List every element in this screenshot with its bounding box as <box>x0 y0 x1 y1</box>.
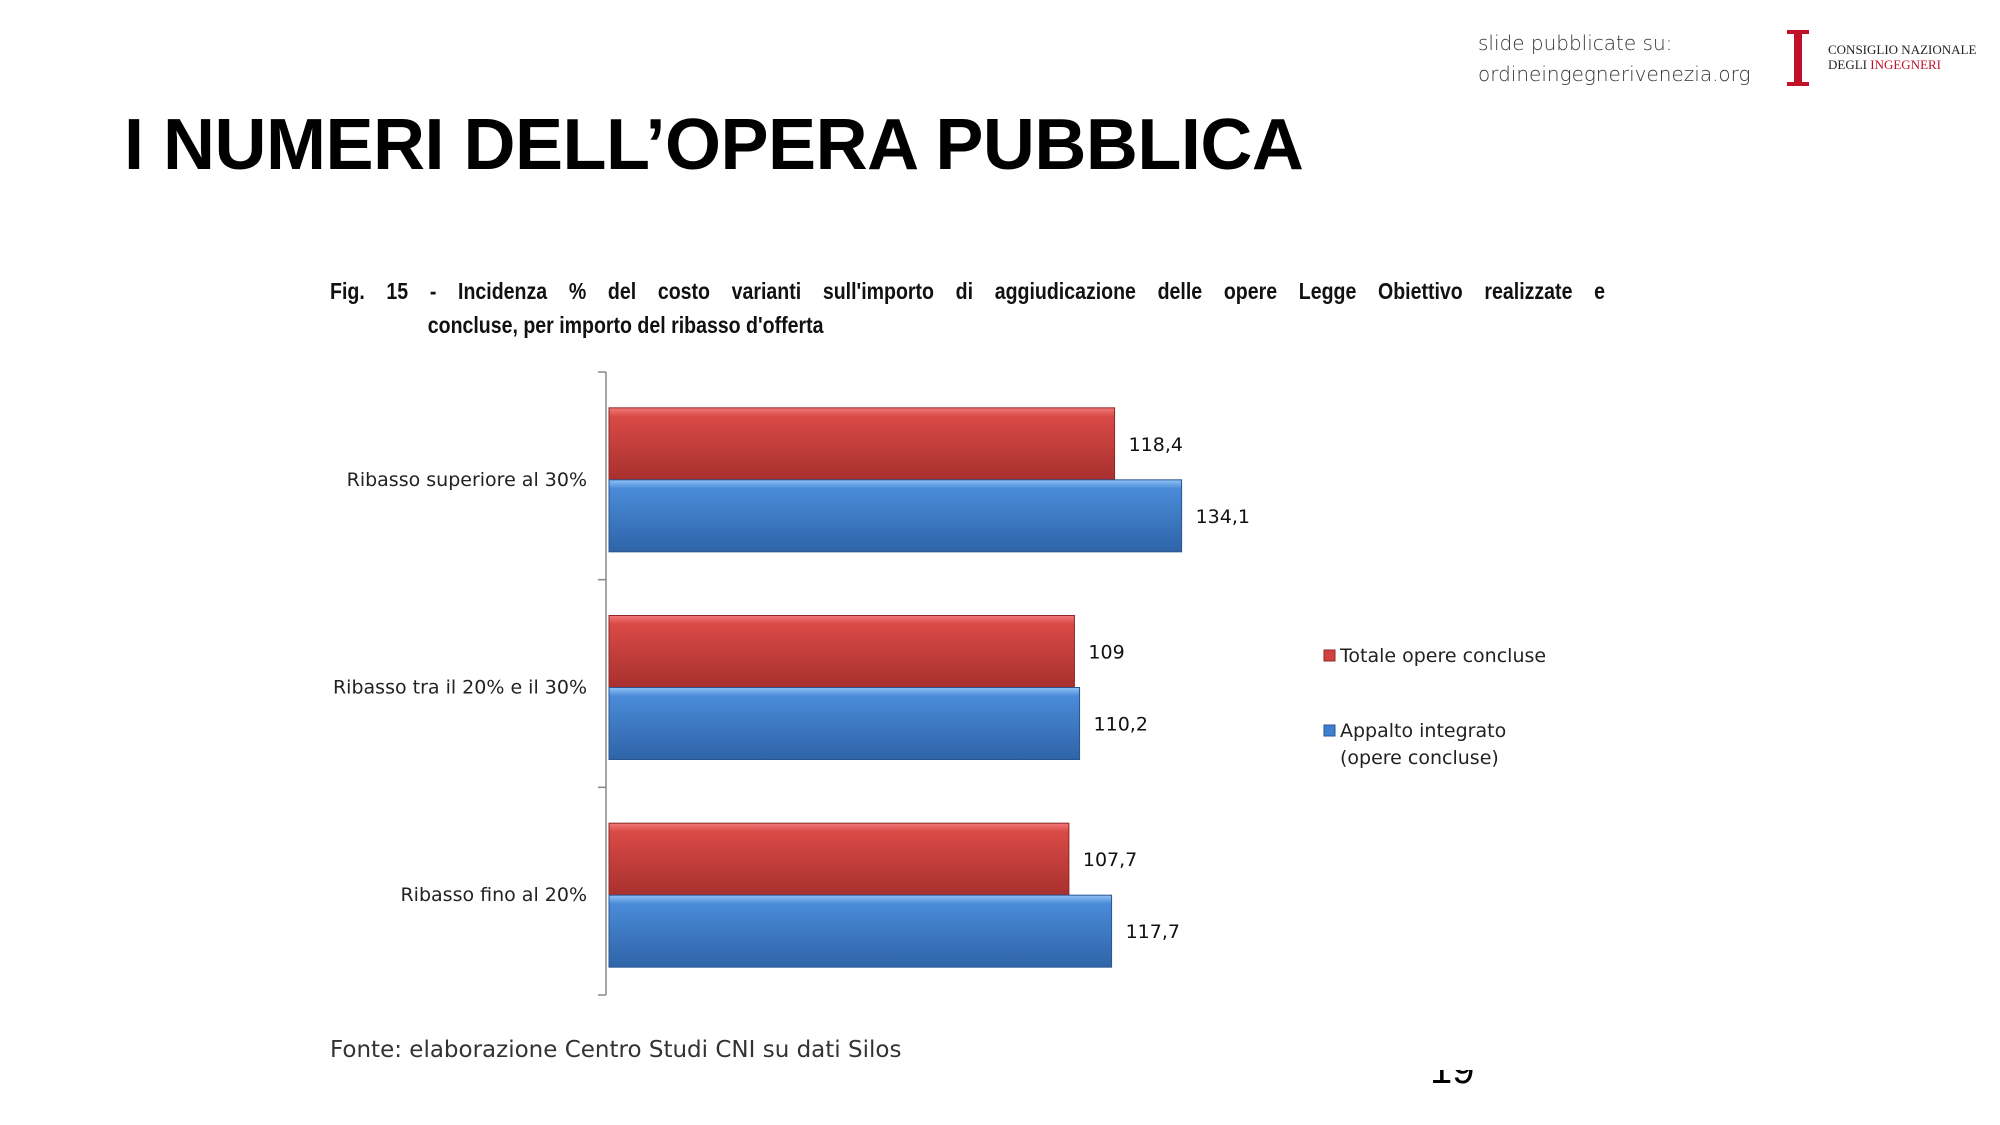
slide-title: I NUMERI DELL’OPERA PUBBLICA <box>124 105 1304 185</box>
category-label: Ribasso superiore al 30% <box>347 469 587 491</box>
page-number: 19 <box>1430 1070 1475 1092</box>
logo-line1: CONSIGLIO NAZIONALE <box>1828 42 1977 57</box>
bar <box>608 894 1113 968</box>
data-label: 109 <box>1088 642 1124 664</box>
data-label: 110,2 <box>1094 714 1148 736</box>
chart-title: Fig. 15 - Incidenza % del costo varianti… <box>330 274 1605 342</box>
logo-mark-icon <box>1787 30 1809 86</box>
published-label: slide pubblicate su: <box>1478 31 1673 55</box>
bar <box>608 479 1183 553</box>
legend-label-line2: (opere concluse) <box>1340 747 1499 769</box>
data-label: 107,7 <box>1083 849 1137 871</box>
legend-swatch <box>1323 649 1336 662</box>
published-url: ordineingegnerivenezia.org <box>1478 62 1751 86</box>
published-on-note: slide pubblicate su: ordineingegnerivene… <box>1478 28 1751 90</box>
logo-line2a: DEGLI <box>1828 57 1871 72</box>
chart-title-line1: Fig. 15 - Incidenza % del costo varianti… <box>330 278 1605 304</box>
cni-logo: CONSIGLIO NAZIONALE DEGLI INGEGNERI <box>1787 28 1990 92</box>
data-label: 118,4 <box>1129 434 1183 456</box>
logo-line2: DEGLI INGEGNERI <box>1828 57 1976 72</box>
page-number-area: 19 <box>1420 1070 1480 1100</box>
legend-label: Appalto integrato <box>1340 720 1506 742</box>
data-label: 134,1 <box>1196 506 1250 528</box>
logo-line2b: INGEGNERI <box>1870 57 1942 72</box>
bar <box>608 615 1075 688</box>
legend-label: Totale opere concluse <box>1339 645 1546 667</box>
chart-title-line2: concluse, per importo del ribasso d'offe… <box>427 312 824 338</box>
chart-source: Fonte: elaborazione Centro Studi CNI su … <box>330 1037 902 1063</box>
bar <box>608 407 1116 481</box>
legend-swatch <box>1323 724 1336 737</box>
data-label: 117,7 <box>1126 921 1180 943</box>
bar <box>608 822 1070 896</box>
category-label: Ribasso tra il 20% e il 30% <box>333 677 587 699</box>
category-label: Ribasso fino al 20% <box>400 884 587 906</box>
bar <box>608 687 1081 760</box>
logo-text: CONSIGLIO NAZIONALE DEGLI INGEGNERI <box>1828 42 1976 72</box>
